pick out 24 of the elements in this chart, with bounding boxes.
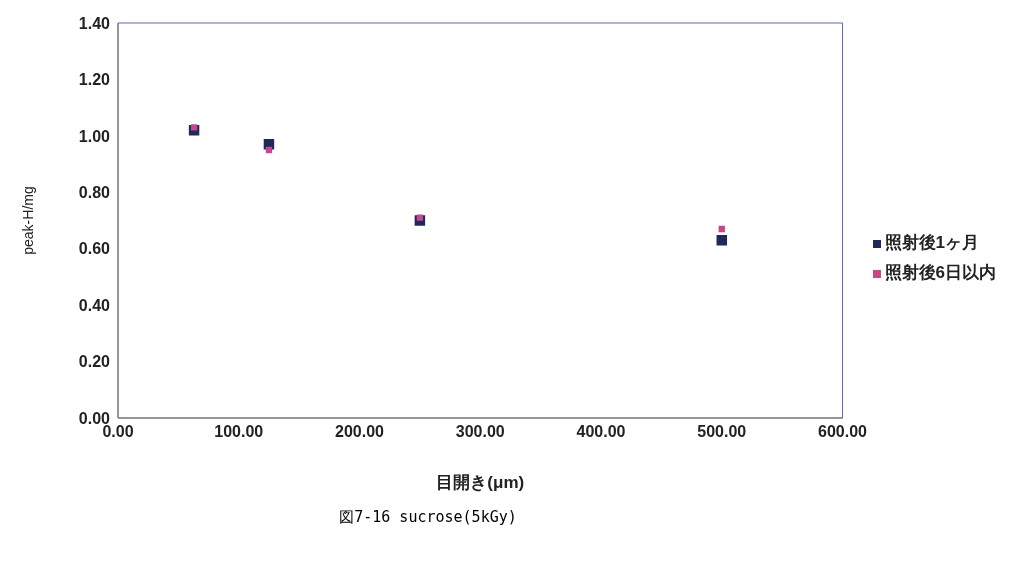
y-tick-label: 1.40 xyxy=(78,14,111,32)
x-tick-label: 0.00 xyxy=(102,423,134,441)
caption: 図7-16 sucrose(5kGy) xyxy=(338,508,518,527)
y-tick-label: 0.80 xyxy=(78,183,111,201)
legend-label: 照射後1ヶ月 xyxy=(884,233,979,252)
x-tick-label: 600.00 xyxy=(818,423,868,441)
legend-label: 照射後6日以内 xyxy=(884,263,996,282)
y-tick-label: 1.00 xyxy=(78,127,111,145)
x-axis-title: 目開き(μm) xyxy=(436,473,525,492)
point xyxy=(190,124,198,131)
x-tick-label: 200.00 xyxy=(335,423,385,441)
x-tick-label: 400.00 xyxy=(576,423,626,441)
y-tick-label: 1.20 xyxy=(78,71,111,89)
y-tick-label: 0.40 xyxy=(78,296,111,314)
y-tick-label: 0.60 xyxy=(78,240,111,258)
point xyxy=(265,146,273,154)
point xyxy=(716,235,728,246)
x-tick-label: 300.00 xyxy=(455,423,505,441)
point xyxy=(718,225,725,233)
y-tick-label: 0.20 xyxy=(78,353,111,371)
point xyxy=(416,214,424,221)
y-axis-title: peak-H/mg xyxy=(19,186,36,255)
x-tick-label: 500.00 xyxy=(697,423,747,441)
x-tick-label: 100.00 xyxy=(214,423,264,441)
